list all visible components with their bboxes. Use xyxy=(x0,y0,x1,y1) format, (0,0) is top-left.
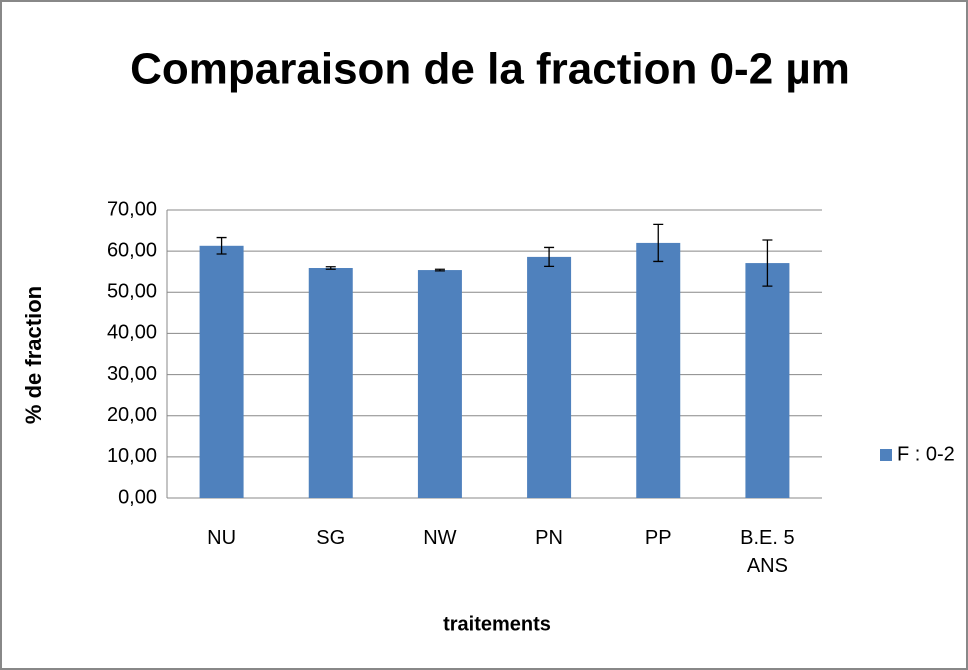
error-bar xyxy=(653,223,664,263)
y-tick-label: 0,00 xyxy=(118,486,157,508)
y-tick-label: 20,00 xyxy=(107,404,157,426)
bar xyxy=(527,256,572,498)
bar xyxy=(417,270,462,498)
bar xyxy=(745,263,790,498)
y-tick-label: 30,00 xyxy=(107,363,157,385)
y-tick-label: 60,00 xyxy=(107,239,157,261)
error-bar xyxy=(434,268,445,272)
legend-swatch xyxy=(880,449,892,461)
bar xyxy=(308,268,353,498)
error-bar xyxy=(762,239,773,287)
x-tick-label: PN xyxy=(535,527,563,549)
bar xyxy=(636,242,681,498)
bar xyxy=(199,245,244,498)
y-tick-label: 40,00 xyxy=(107,322,157,344)
x-tick-label: B.E. 5 ANS xyxy=(740,527,795,577)
legend-label: F : 0-2 xyxy=(897,443,955,465)
error-bar xyxy=(544,246,555,268)
y-tick-label: 50,00 xyxy=(107,281,157,303)
y-axis-label: % de fraction xyxy=(21,286,46,424)
x-tick-label: SG xyxy=(316,527,346,549)
x-axis-label: traitements xyxy=(443,613,551,635)
x-tick-label: NW xyxy=(423,527,457,549)
x-tick-label: NU xyxy=(207,527,237,549)
x-tick-label: PP xyxy=(644,527,672,549)
chart-title: Comparaison de la fraction 0-2 µm xyxy=(130,45,850,94)
y-tick-label: 10,00 xyxy=(107,445,157,467)
error-bar xyxy=(325,266,336,270)
y-tick-label: 70,00 xyxy=(107,198,157,220)
error-bar xyxy=(216,236,227,255)
